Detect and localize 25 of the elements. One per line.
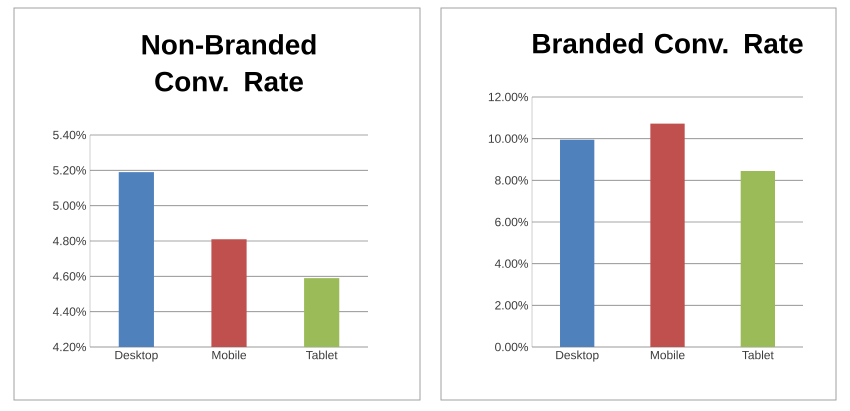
chart-title: Non-Branded Conv. Rate: [142, 34, 316, 92]
y-tick-label: 4.80%: [52, 236, 86, 246]
bar: [740, 170, 776, 347]
y-tick-label: 4.00%: [494, 259, 528, 268]
y-tick-label: 4.20%: [52, 342, 86, 352]
y-tick-label: 5.40%: [53, 130, 86, 140]
y-tick-label: 5.20%: [53, 166, 86, 175]
x-tick-label: Mobile: [650, 350, 685, 360]
x-tick-label: Desktop: [115, 350, 158, 362]
y-tick-label: 6.00%: [495, 218, 528, 226]
x-tick-label: Mobile: [212, 350, 246, 360]
y-tick-label: 8.00%: [495, 176, 528, 185]
bar: [560, 140, 594, 347]
y-tick-label: 4.60%: [52, 272, 86, 281]
x-tick-label: Tablet: [306, 350, 338, 360]
y-tick-label: 10.00%: [488, 134, 528, 143]
x-tick-label: Tablet: [742, 350, 774, 360]
y-tick-label: 4.40%: [52, 307, 86, 316]
y-tick-label: 2.00%: [495, 301, 528, 310]
x-tick-label: Desktop: [556, 350, 599, 362]
y-tick-label: 12.00%: [488, 92, 528, 102]
bar: [650, 124, 685, 347]
y-tick-label: 5.00%: [53, 201, 86, 210]
chart-title: Branded Conv. Rate: [533, 33, 803, 54]
y-tick-label: 0.00%: [495, 342, 528, 352]
